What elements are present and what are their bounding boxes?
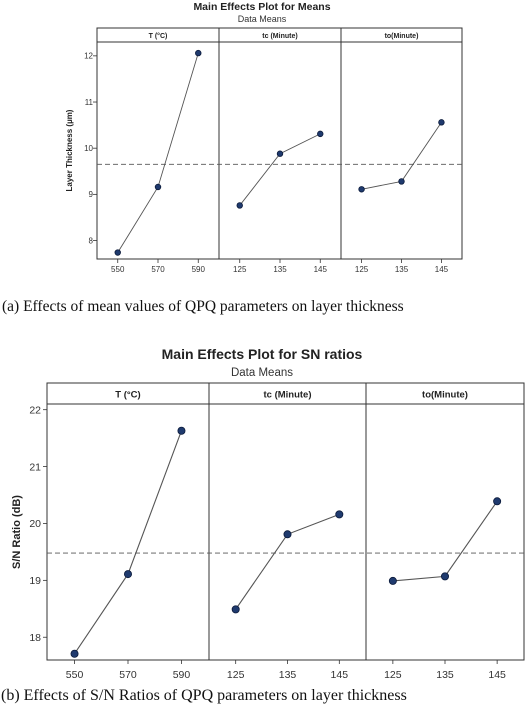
x-tick-label: 135 xyxy=(436,669,454,681)
chart-sn-ratios: Main Effects Plot for SN ratios Data Mean… xyxy=(1,346,525,704)
y-tick-label: 22 xyxy=(29,404,41,416)
y-tick-label: 8 xyxy=(89,236,94,245)
x-tick-label: 125 xyxy=(233,265,247,274)
data-point xyxy=(438,119,445,126)
chart-title: Main Effects Plot for SN ratios xyxy=(162,346,363,362)
y-tick-label: 19 xyxy=(29,575,41,587)
data-point xyxy=(283,530,292,539)
y-tick-label: 10 xyxy=(84,144,93,153)
series-line xyxy=(392,500,498,582)
panel-header-label: to(Minute) xyxy=(422,390,468,401)
x-tick-label: 125 xyxy=(355,265,369,274)
series-line xyxy=(235,513,340,610)
chart-subtitle: Data Means xyxy=(231,367,293,379)
x-tick-label: 135 xyxy=(273,265,287,274)
chart-subtitle: Data Means xyxy=(238,14,287,24)
panel-header-label: T (°C) xyxy=(149,32,168,40)
data-point xyxy=(493,497,502,506)
x-tick-label: 145 xyxy=(435,265,449,274)
x-tick-label: 125 xyxy=(227,669,245,681)
y-tick-label: 9 xyxy=(89,190,94,199)
y-tick-label: 11 xyxy=(85,98,94,107)
data-point xyxy=(317,130,324,138)
data-point xyxy=(236,202,243,209)
x-tick-label: 135 xyxy=(395,265,409,274)
x-tick-label: 590 xyxy=(173,669,191,681)
x-tick-label: 550 xyxy=(66,669,84,681)
series-line xyxy=(239,133,321,206)
data-point xyxy=(114,249,121,256)
panel-header-label: T (°C) xyxy=(115,390,140,401)
data-point xyxy=(70,649,79,658)
data-point xyxy=(177,426,186,435)
data-point xyxy=(440,572,449,581)
panel-header-label: to(Minute) xyxy=(385,33,419,40)
data-point xyxy=(124,570,133,579)
chart-title: Main Effects Plot for Means xyxy=(193,1,330,13)
x-tick-label: 590 xyxy=(192,265,206,274)
y-tick-label: 12 xyxy=(84,52,93,61)
y-axis-label: Layer Thickness (µm) xyxy=(65,109,74,191)
data-point xyxy=(276,150,284,157)
data-point xyxy=(358,186,365,193)
data-point xyxy=(195,49,202,57)
x-tick-label: 135 xyxy=(279,669,297,681)
data-point xyxy=(398,178,405,185)
y-tick-label: 20 xyxy=(29,518,41,530)
panel-header-label: tc (Minute) xyxy=(262,33,297,40)
x-tick-label: 145 xyxy=(331,669,349,681)
y-tick-label: 21 xyxy=(29,461,41,473)
series-line xyxy=(74,430,182,655)
plot-frame xyxy=(46,382,525,661)
figure-caption: (a) Effects of mean values of QPQ parame… xyxy=(2,298,404,315)
series-line xyxy=(117,52,199,253)
figure-caption: (b) Effects of S/N Ratios of QPQ paramet… xyxy=(1,687,407,704)
plot-frame xyxy=(96,27,463,260)
data-point xyxy=(388,576,397,585)
data-point xyxy=(154,183,162,191)
x-tick-label: 570 xyxy=(119,669,137,681)
x-tick-label: 145 xyxy=(314,265,328,274)
y-axis-label: S/N Ratio (dB) xyxy=(11,495,23,569)
x-tick-label: 125 xyxy=(384,669,402,681)
panel-header-label: tc (Minute) xyxy=(263,390,311,401)
x-tick-label: 550 xyxy=(111,265,125,274)
x-tick-label: 570 xyxy=(151,265,165,274)
y-tick-label: 18 xyxy=(29,632,41,644)
data-point xyxy=(335,510,344,519)
data-point xyxy=(231,605,240,614)
x-tick-label: 145 xyxy=(488,669,506,681)
